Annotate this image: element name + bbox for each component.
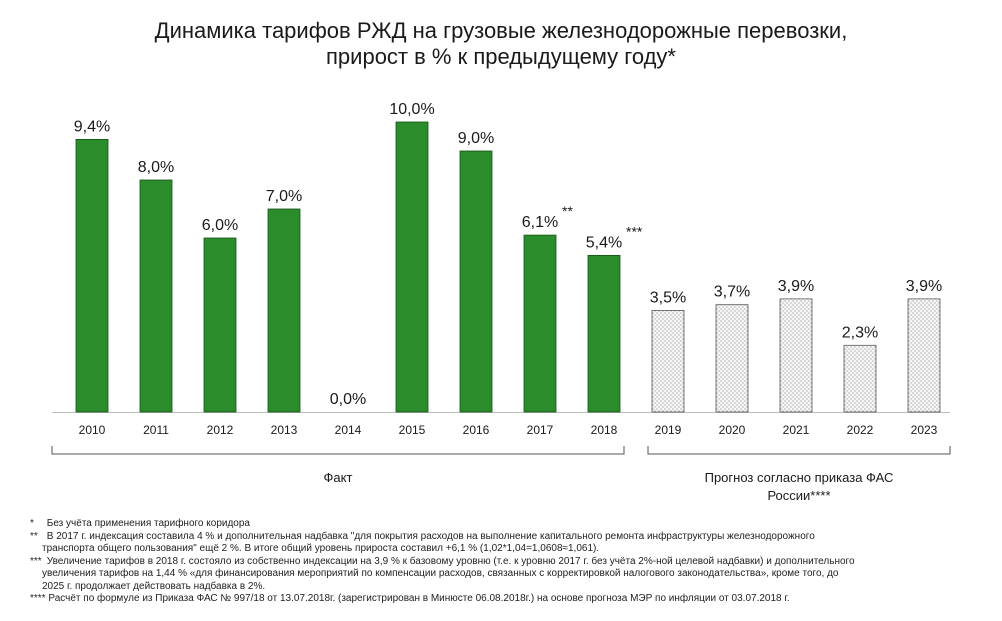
bar-2013 xyxy=(267,208,301,413)
data-label-2012: 6,0% xyxy=(202,217,238,234)
data-label-2022: 2,3% xyxy=(842,324,878,341)
data-label-2017: 6,1% xyxy=(522,214,558,231)
group-label-forecast-line-1: России**** xyxy=(767,488,830,503)
label-mark-2017: ** xyxy=(562,203,573,219)
footnotes: * Без учёта применения тарифного коридор… xyxy=(30,518,980,606)
label-mark-2018: *** xyxy=(626,223,643,239)
footnote-text: Без учёта применения тарифного коридора xyxy=(46,518,250,529)
footnote-text: Расчёт по формуле из Приказа ФАС № 997/1… xyxy=(48,593,790,604)
tick-label-2023: 2023 xyxy=(911,423,938,437)
bar-2012 xyxy=(203,237,237,413)
group-bracket-0 xyxy=(51,446,625,455)
footnote-2: ** В 2017 г. индексация составила 4 % и … xyxy=(30,531,980,544)
bar-2019 xyxy=(651,310,685,413)
bar-2021 xyxy=(779,298,813,413)
chart-title: Динамика тарифов РЖД на грузовые железно… xyxy=(154,18,848,43)
bar-2018 xyxy=(587,254,621,413)
group-bracket-1 xyxy=(647,446,951,455)
tick-label-2022: 2022 xyxy=(847,423,874,437)
bar-2017 xyxy=(523,234,557,413)
footnote-2-cont: транспорта общего пользования" ещё 2 %. … xyxy=(42,543,600,554)
data-label-2021: 3,9% xyxy=(778,278,814,295)
tick-label-2011: 2011 xyxy=(143,423,169,437)
tick-label-2013: 2013 xyxy=(271,423,298,437)
data-label-2014: 0,0% xyxy=(330,391,366,408)
data-label-2013: 7,0% xyxy=(266,188,302,205)
footnote-text: В 2017 г. индексация составила 4 % и доп… xyxy=(46,530,815,542)
bar-2015 xyxy=(395,121,429,413)
tick-label-2018: 2018 xyxy=(591,423,618,437)
group-label-fact: Факт xyxy=(324,470,353,485)
footnote-mark: ** xyxy=(30,530,38,542)
footnote-mark: * xyxy=(30,518,34,529)
bar-2022 xyxy=(843,344,877,413)
footnote-3-cont2: 2025 г. продолжает действовать надбавка … xyxy=(42,580,266,592)
tick-label-2014: 2014 xyxy=(335,423,362,437)
footnote-1: * Без учёта применения тарифного коридор… xyxy=(30,518,980,531)
footnote-3-cont: увеличения тарифов на 1,44 % «для финанс… xyxy=(42,568,839,579)
footnote-mark: *** xyxy=(30,555,42,567)
data-label-2018: 5,4% xyxy=(586,234,622,251)
data-label-2011: 8,0% xyxy=(138,159,174,176)
data-label-2015: 10,0% xyxy=(389,101,434,118)
tick-label-2012: 2012 xyxy=(207,423,234,437)
bar-2023 xyxy=(907,298,941,413)
footnote-text: Увеличение тарифов в 2018 г. состояло из… xyxy=(46,555,855,567)
bar-2016 xyxy=(459,150,493,413)
data-label-2019: 3,5% xyxy=(650,290,686,307)
data-label-2023: 3,9% xyxy=(906,278,942,295)
tick-label-2017: 2017 xyxy=(527,423,554,437)
tick-label-2015: 2015 xyxy=(399,423,426,437)
bar-2020 xyxy=(715,304,749,413)
footnote-3: *** Увеличение тарифов в 2018 г. состоял… xyxy=(30,556,980,569)
footnote-4: **** Расчёт по формуле из Приказа ФАС № … xyxy=(30,593,980,606)
data-label-2016: 9,0% xyxy=(458,130,494,147)
tick-label-2020: 2020 xyxy=(719,423,746,437)
tick-label-2021: 2021 xyxy=(783,423,810,437)
chart-subtitle: прирост в % к предыдущему году* xyxy=(326,44,676,69)
tick-label-2016: 2016 xyxy=(463,423,490,437)
data-label-2020: 3,7% xyxy=(714,284,750,301)
bar-2011 xyxy=(139,179,173,413)
group-label-forecast-line-0: Прогноз согласно приказа ФАС xyxy=(705,470,894,485)
footnote-mark: **** xyxy=(30,593,46,604)
bar-2010 xyxy=(75,138,109,413)
bar-chart: 9,4% 2010 8,0% 2011 6,0% 2012 7,0% 2013 0,0% 2014… xyxy=(51,101,951,503)
tick-label-2019: 2019 xyxy=(655,423,682,437)
tick-label-2010: 2010 xyxy=(79,423,106,437)
data-label-2010: 9,4% xyxy=(74,118,110,135)
